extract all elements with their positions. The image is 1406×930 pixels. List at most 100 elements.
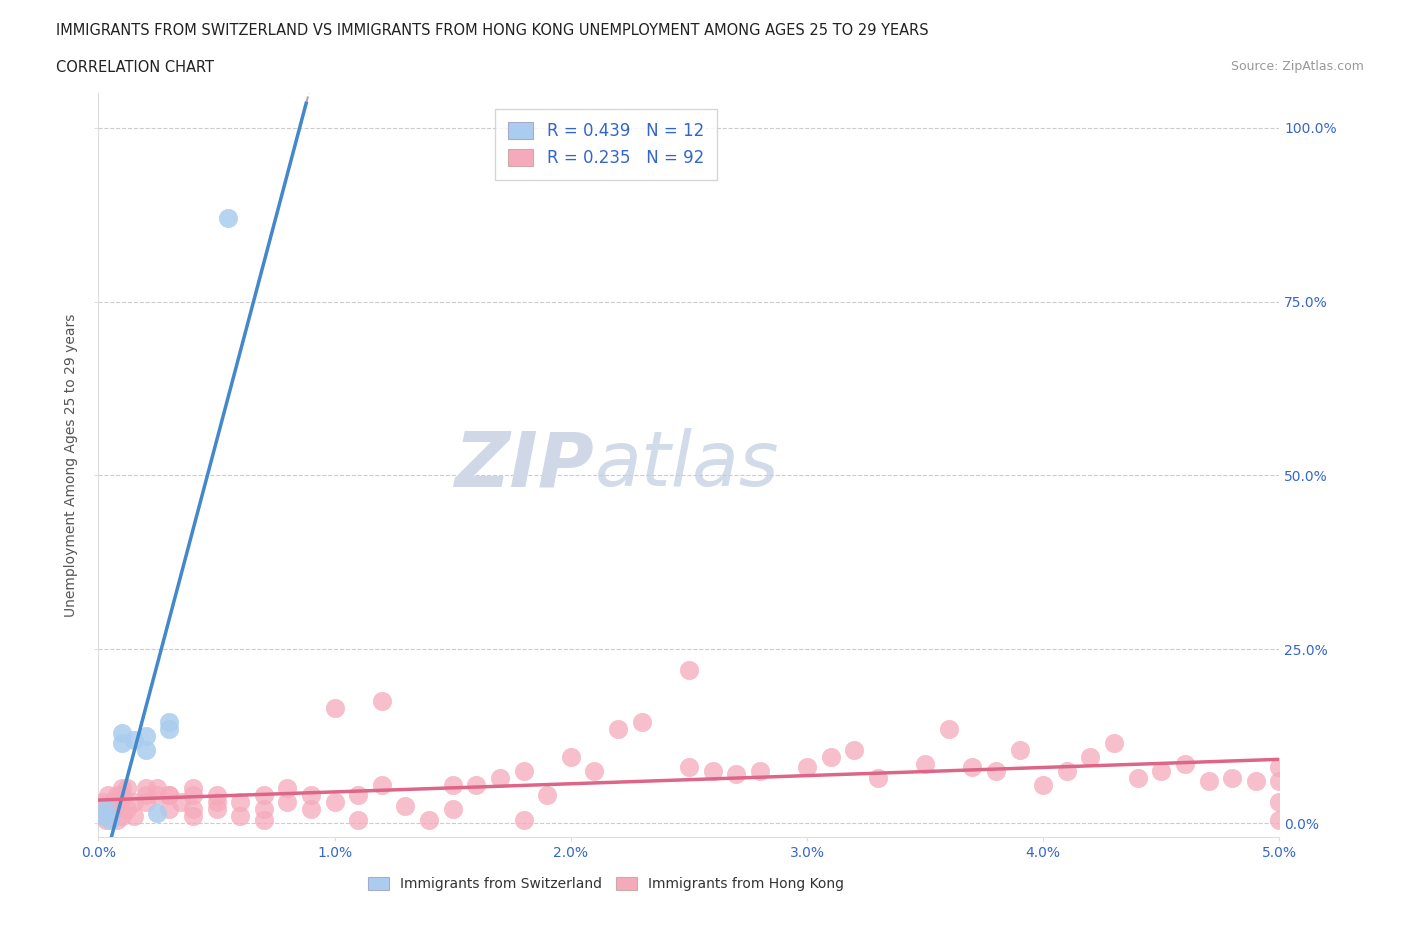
Text: Source: ZipAtlas.com: Source: ZipAtlas.com bbox=[1230, 60, 1364, 73]
Point bbox=[796, 760, 818, 775]
Point bbox=[122, 732, 145, 747]
Y-axis label: Unemployment Among Ages 25 to 29 years: Unemployment Among Ages 25 to 29 years bbox=[65, 313, 79, 617]
Point bbox=[157, 715, 180, 730]
Point bbox=[371, 694, 394, 709]
Point bbox=[299, 802, 322, 817]
Point bbox=[135, 729, 157, 744]
Point bbox=[1268, 795, 1291, 810]
Point bbox=[157, 802, 180, 817]
Point bbox=[205, 795, 228, 810]
Text: ZIP: ZIP bbox=[454, 428, 595, 502]
Point bbox=[678, 760, 700, 775]
Point bbox=[1032, 777, 1054, 792]
Point bbox=[94, 802, 117, 817]
Point bbox=[1268, 812, 1291, 827]
Point bbox=[1268, 760, 1291, 775]
Point bbox=[229, 809, 252, 824]
Point bbox=[371, 777, 394, 792]
Text: atlas: atlas bbox=[595, 428, 779, 502]
Point bbox=[115, 802, 138, 817]
Point bbox=[820, 750, 842, 764]
Text: CORRELATION CHART: CORRELATION CHART bbox=[56, 60, 214, 75]
Point bbox=[299, 788, 322, 803]
Point bbox=[536, 788, 558, 803]
Point bbox=[512, 812, 534, 827]
Point bbox=[1220, 770, 1243, 785]
Point bbox=[217, 211, 239, 226]
Point bbox=[181, 781, 204, 796]
Point bbox=[105, 788, 128, 803]
Point bbox=[725, 767, 748, 782]
Point bbox=[135, 795, 157, 810]
Point bbox=[111, 809, 134, 824]
Point bbox=[914, 756, 936, 771]
Point bbox=[91, 795, 114, 810]
Text: IMMIGRANTS FROM SWITZERLAND VS IMMIGRANTS FROM HONG KONG UNEMPLOYMENT AMONG AGES: IMMIGRANTS FROM SWITZERLAND VS IMMIGRANT… bbox=[56, 23, 929, 38]
Point bbox=[1008, 743, 1031, 758]
Point bbox=[347, 788, 370, 803]
Point bbox=[181, 809, 204, 824]
Point bbox=[323, 701, 346, 716]
Point bbox=[844, 743, 866, 758]
Point bbox=[146, 788, 169, 803]
Point bbox=[97, 788, 120, 803]
Point bbox=[1126, 770, 1149, 785]
Legend: Immigrants from Switzerland, Immigrants from Hong Kong: Immigrants from Switzerland, Immigrants … bbox=[363, 872, 849, 897]
Point bbox=[560, 750, 582, 764]
Point bbox=[253, 788, 276, 803]
Point bbox=[104, 802, 127, 817]
Point bbox=[229, 795, 252, 810]
Point bbox=[489, 770, 512, 785]
Point bbox=[97, 802, 120, 817]
Point bbox=[702, 764, 724, 778]
Point bbox=[115, 781, 138, 796]
Point bbox=[111, 781, 134, 796]
Point bbox=[205, 788, 228, 803]
Point bbox=[94, 809, 117, 824]
Point bbox=[938, 722, 960, 737]
Point bbox=[465, 777, 488, 792]
Point bbox=[146, 805, 169, 820]
Point bbox=[866, 770, 889, 785]
Point bbox=[1244, 774, 1267, 789]
Point bbox=[441, 777, 464, 792]
Point bbox=[111, 736, 134, 751]
Point bbox=[253, 812, 276, 827]
Point bbox=[323, 795, 346, 810]
Point bbox=[181, 788, 204, 803]
Point bbox=[101, 795, 124, 810]
Point bbox=[748, 764, 770, 778]
Point bbox=[98, 809, 121, 824]
Point bbox=[122, 795, 145, 810]
Point bbox=[157, 788, 180, 803]
Point bbox=[135, 788, 157, 803]
Point bbox=[90, 802, 112, 817]
Point bbox=[122, 809, 145, 824]
Point bbox=[205, 802, 228, 817]
Point bbox=[135, 743, 157, 758]
Point bbox=[607, 722, 630, 737]
Point bbox=[1102, 736, 1125, 751]
Point bbox=[678, 663, 700, 678]
Point bbox=[146, 781, 169, 796]
Point bbox=[101, 795, 124, 810]
Point bbox=[1080, 750, 1102, 764]
Point bbox=[1198, 774, 1220, 789]
Point bbox=[347, 812, 370, 827]
Point bbox=[157, 722, 180, 737]
Point bbox=[276, 795, 298, 810]
Point bbox=[1268, 774, 1291, 789]
Point bbox=[418, 812, 440, 827]
Point bbox=[962, 760, 984, 775]
Point bbox=[157, 788, 180, 803]
Point bbox=[253, 802, 276, 817]
Point bbox=[1150, 764, 1173, 778]
Point bbox=[181, 802, 204, 817]
Point bbox=[394, 798, 416, 813]
Point bbox=[111, 725, 134, 740]
Point bbox=[111, 788, 134, 803]
Point bbox=[1056, 764, 1078, 778]
Point bbox=[441, 802, 464, 817]
Point bbox=[630, 715, 652, 730]
Point bbox=[105, 812, 128, 827]
